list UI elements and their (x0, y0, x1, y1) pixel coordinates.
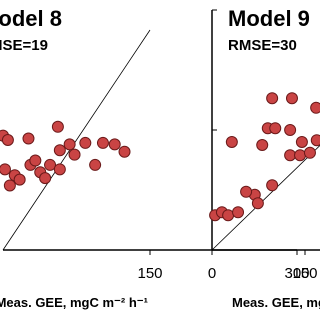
point (310, 134, 320, 147)
point (303, 146, 316, 159)
point (1, 134, 14, 146)
point (96, 136, 109, 149)
x-tick-label: 300 (284, 265, 309, 282)
x-axis-label: Meas. GEE, mgC m⁻² h⁻¹ (0, 295, 148, 310)
point (79, 136, 92, 149)
point (240, 185, 253, 198)
chart-title: Model 9 (228, 6, 310, 31)
point (53, 163, 66, 176)
point (118, 145, 131, 158)
chart-subtitle: RMSE=30 (228, 37, 297, 54)
point (269, 122, 282, 135)
point (222, 209, 235, 222)
point (285, 92, 298, 105)
point (310, 101, 320, 114)
point (266, 92, 279, 105)
one-to-one-line (2, 29, 151, 251)
point (284, 149, 297, 162)
point (53, 144, 66, 157)
point (284, 124, 297, 136)
one-to-one-line (211, 144, 320, 251)
point (266, 179, 279, 192)
point (295, 136, 308, 148)
point (3, 179, 16, 192)
point (51, 120, 64, 133)
point (39, 172, 52, 185)
point (29, 154, 42, 167)
x-axis-label: Meas. GEE, mgC m⁻² h⁻¹ (232, 295, 320, 310)
point (68, 148, 81, 161)
x-tick-label: 150 (292, 265, 317, 282)
point (89, 158, 102, 171)
point (22, 132, 35, 145)
x-tick-label: 0 (208, 265, 216, 282)
point (63, 138, 76, 151)
point (232, 206, 245, 219)
point (294, 149, 307, 162)
point (108, 138, 121, 151)
point (225, 136, 238, 148)
point (251, 197, 264, 210)
point (0, 163, 11, 176)
chart-subtitle: RMSE=19 (0, 37, 48, 54)
x-tick-label: 150 (137, 265, 162, 282)
point (44, 158, 57, 171)
chart-title: Model 8 (0, 6, 62, 31)
point (13, 173, 26, 186)
point (256, 139, 269, 151)
